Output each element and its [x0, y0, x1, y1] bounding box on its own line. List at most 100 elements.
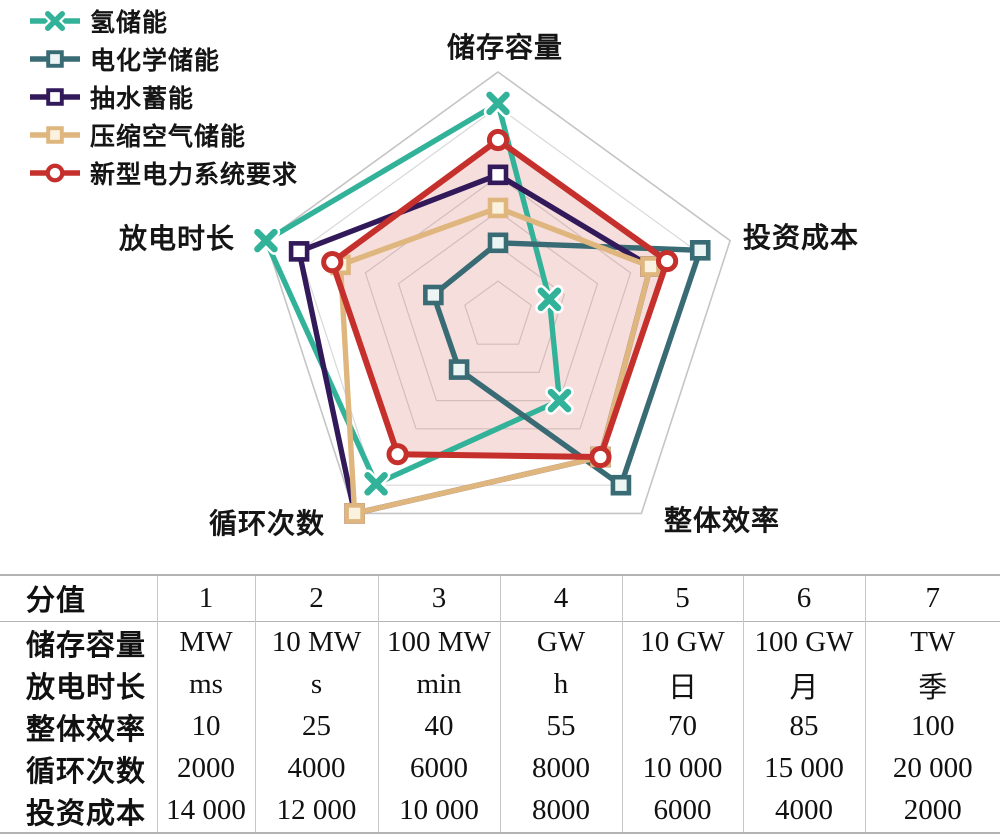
table-cell: 10 MW [255, 621, 379, 664]
square-marker-icon [610, 474, 632, 496]
legend-swatch-icon [30, 126, 80, 144]
table-row: 投资成本 14 000 12 000 10 000 8000 6000 4000 2000 [0, 789, 1000, 833]
table-cell: 4000 [743, 789, 866, 833]
square-marker-icon [344, 503, 365, 524]
table-cell: 85 [743, 705, 866, 748]
legend: 氢储能 电化学储能 抽水蓄能 压缩空气储能 新型电力系统要求 [30, 2, 298, 192]
legend-item: 新型电力系统要求 [30, 154, 298, 192]
table-cell: 2000 [157, 747, 256, 790]
square-marker-icon [487, 232, 509, 254]
circle-marker-icon [321, 251, 344, 274]
square-marker-icon [46, 50, 64, 68]
table-cell: 10 000 [622, 747, 744, 790]
table-header-cell: 6 [743, 575, 866, 621]
square-marker-icon [487, 197, 509, 219]
table-cell: 12 000 [255, 789, 379, 833]
table-cell: 25 [255, 705, 379, 748]
table-cell: 8000 [500, 789, 623, 833]
axis-label-overall-efficiency: 整体效率 [663, 506, 781, 537]
radar-series-polygon [321, 128, 679, 469]
series-line [430, 240, 703, 488]
square-marker-icon [689, 239, 711, 261]
table-cell: 日 [622, 663, 744, 706]
table-cell: 100 MW [378, 621, 501, 664]
table-cell: MW [157, 621, 256, 664]
x-marker-icon [547, 388, 572, 413]
circle-marker-icon [589, 445, 612, 469]
axis-label-investment-cost: 投资成本 [742, 223, 860, 254]
table-row-label: 循环次数 [0, 747, 158, 790]
table-row-label: 放电时长 [0, 663, 158, 706]
table-cell: 15 000 [743, 747, 866, 790]
table-row: 放电时长 ms s min h 日月 季 [0, 663, 1000, 706]
legend-swatch-icon [30, 50, 80, 68]
legend-label: 新型电力系统要求 [90, 162, 299, 189]
table-cell: 14 000 [157, 789, 256, 833]
table-cell: ms [157, 663, 256, 706]
table-cell: 20 000 [892, 752, 973, 784]
square-marker-icon [46, 126, 64, 144]
radar-area-fill [332, 140, 668, 457]
series-line [263, 100, 563, 487]
table-cell: 季 [918, 671, 948, 704]
grid-ring [464, 280, 532, 345]
series-area-fill [332, 140, 668, 457]
grid-ring [298, 106, 698, 486]
table-header-cell: 1 [157, 575, 256, 621]
table-cell: 6000 [378, 747, 501, 790]
x-marker-icon [486, 91, 510, 116]
table-cell: 10 [157, 705, 256, 748]
table-row-label: 投资成本 [0, 789, 158, 833]
grid-ring [264, 71, 732, 515]
radar-series [251, 89, 711, 524]
table-cell: 70 [622, 705, 744, 748]
series-line [337, 205, 654, 517]
square-marker-icon [46, 88, 64, 106]
table-header-label: 分值 [0, 575, 158, 621]
table-cell: min [378, 663, 501, 706]
table-row: 整体效率 10 25 40 55 70 85 100 [0, 705, 1000, 748]
table-header-cell: 4 [500, 575, 623, 621]
legend-swatch-icon [30, 163, 80, 183]
table-row: 循环次数 2000 4000 6000 8000 10 000 15 000 20 000 [0, 747, 1000, 790]
table-header-cell: 7 [925, 581, 941, 614]
square-marker-icon [487, 164, 509, 186]
series-line [329, 137, 671, 460]
square-marker-icon [448, 359, 470, 380]
table-cell: TW [910, 626, 956, 658]
circle-marker-icon [486, 128, 510, 152]
legend-label: 抽水蓄能 [90, 86, 195, 113]
table-cell: 2000 [903, 794, 962, 826]
table-cell: 8000 [500, 747, 623, 790]
table-cell: 100 GW [743, 621, 866, 664]
table-cell: 40 [378, 705, 501, 748]
legend-label: 电化学储能 [90, 48, 221, 75]
table-cell: 100 [911, 710, 955, 742]
table-cell: GW [500, 621, 623, 664]
x-marker-icon [537, 287, 562, 312]
square-marker-icon [288, 241, 310, 262]
legend-label: 压缩空气储能 [90, 124, 247, 151]
radar-series-polygon [251, 89, 574, 499]
table-cell: h [500, 663, 623, 706]
circle-marker-icon [386, 443, 409, 466]
circle-marker-icon [45, 163, 65, 183]
table-header-cell: 2 [255, 575, 379, 621]
table-cell: s [255, 663, 379, 706]
legend-swatch-icon [30, 88, 80, 106]
x-marker-icon [254, 228, 278, 253]
radar-series-polygon [423, 232, 711, 496]
table-row-label: 储存容量 [0, 621, 158, 664]
table-row-label: 整体效率 [0, 705, 158, 748]
axis-label-cycle-count: 循环次数 [208, 509, 326, 540]
radar-chart [251, 71, 732, 524]
circle-marker-icon [655, 249, 679, 273]
table-cell: 55 [500, 705, 623, 748]
table-cell: 月 [743, 663, 866, 706]
x-marker-icon [45, 11, 65, 31]
table-header-cell: 5 [622, 575, 744, 621]
square-marker-icon [423, 284, 444, 306]
axis-label-storage-capacity: 储存容量 [446, 33, 564, 64]
legend-swatch-icon [30, 10, 80, 32]
table-row: 储存容量 MW 10 MW 100 MW GW 10 GW 100 GW TW [0, 621, 1000, 664]
